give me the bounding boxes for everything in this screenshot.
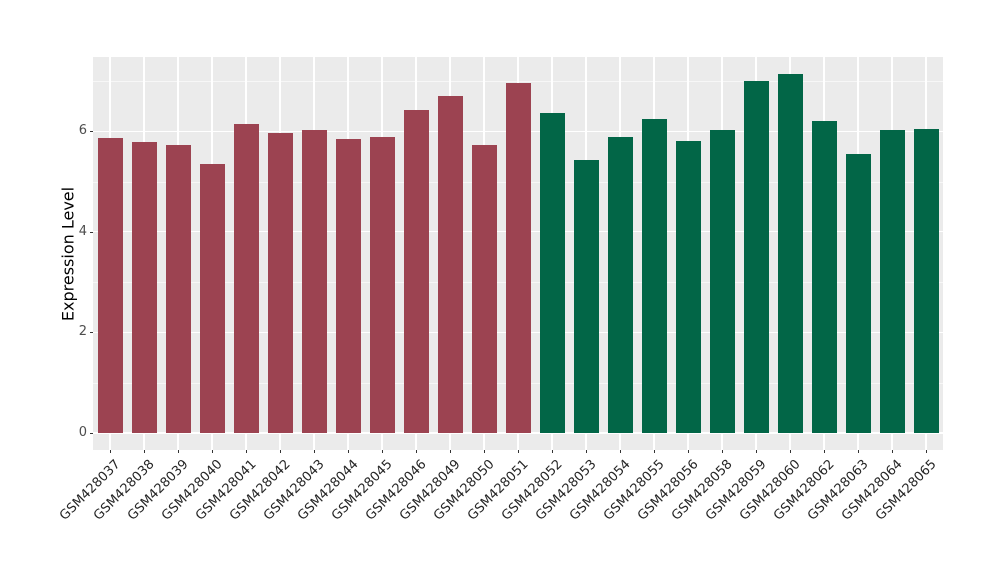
bar <box>913 128 939 433</box>
x-tick-mark <box>143 450 145 453</box>
bar <box>199 164 225 433</box>
x-tick-mark <box>823 450 825 453</box>
x-tick-mark <box>857 450 859 453</box>
bar <box>267 132 293 433</box>
x-tick-mark <box>313 450 315 453</box>
bar <box>777 74 803 433</box>
x-tick-mark <box>381 450 383 453</box>
x-tick-mark <box>755 450 757 453</box>
y-axis-title: Expression Level <box>58 186 78 322</box>
x-tick-mark <box>347 450 349 453</box>
bar <box>403 110 429 433</box>
bar <box>131 142 157 433</box>
x-tick-mark <box>245 450 247 453</box>
x-tick-mark <box>585 450 587 453</box>
x-tick-mark <box>177 450 179 453</box>
x-tick-mark <box>619 450 621 453</box>
bar <box>743 81 769 433</box>
x-tick-mark <box>449 450 451 453</box>
x-tick-mark <box>789 450 791 453</box>
bar <box>607 137 633 433</box>
y-tick-mark <box>90 332 93 334</box>
x-tick-mark <box>551 450 553 453</box>
plot-panel <box>93 57 943 450</box>
y-tick-label: 4 <box>78 223 87 239</box>
bar <box>573 160 599 433</box>
bar <box>471 145 497 433</box>
x-tick-mark <box>891 450 893 453</box>
x-tick-mark <box>109 450 111 453</box>
x-tick-mark <box>415 450 417 453</box>
y-tick-label: 0 <box>78 425 87 440</box>
bar <box>165 145 191 433</box>
y-tick-mark <box>90 131 93 133</box>
x-tick-mark <box>925 450 927 453</box>
bar <box>641 118 667 433</box>
x-tick-mark <box>279 450 281 453</box>
bar <box>233 123 259 433</box>
x-tick-mark <box>653 450 655 453</box>
y-tick-mark <box>90 433 93 434</box>
bar <box>709 130 735 433</box>
x-tick-mark <box>483 450 485 453</box>
y-tick-label: 2 <box>78 324 87 340</box>
y-tick-label: 6 <box>78 123 87 139</box>
x-tick-mark <box>721 450 723 453</box>
x-tick-mark <box>517 450 519 453</box>
bar <box>811 121 837 433</box>
bar <box>437 96 463 433</box>
bar <box>879 129 905 433</box>
bar <box>675 140 701 433</box>
bar <box>539 112 565 433</box>
x-tick-mark <box>687 450 689 453</box>
y-tick-mark <box>90 231 93 233</box>
bar <box>369 137 395 433</box>
bar <box>845 153 871 433</box>
bar <box>97 138 123 433</box>
bar <box>505 82 531 433</box>
x-tick-mark <box>211 450 213 453</box>
bar <box>301 130 327 433</box>
bar <box>335 139 361 433</box>
